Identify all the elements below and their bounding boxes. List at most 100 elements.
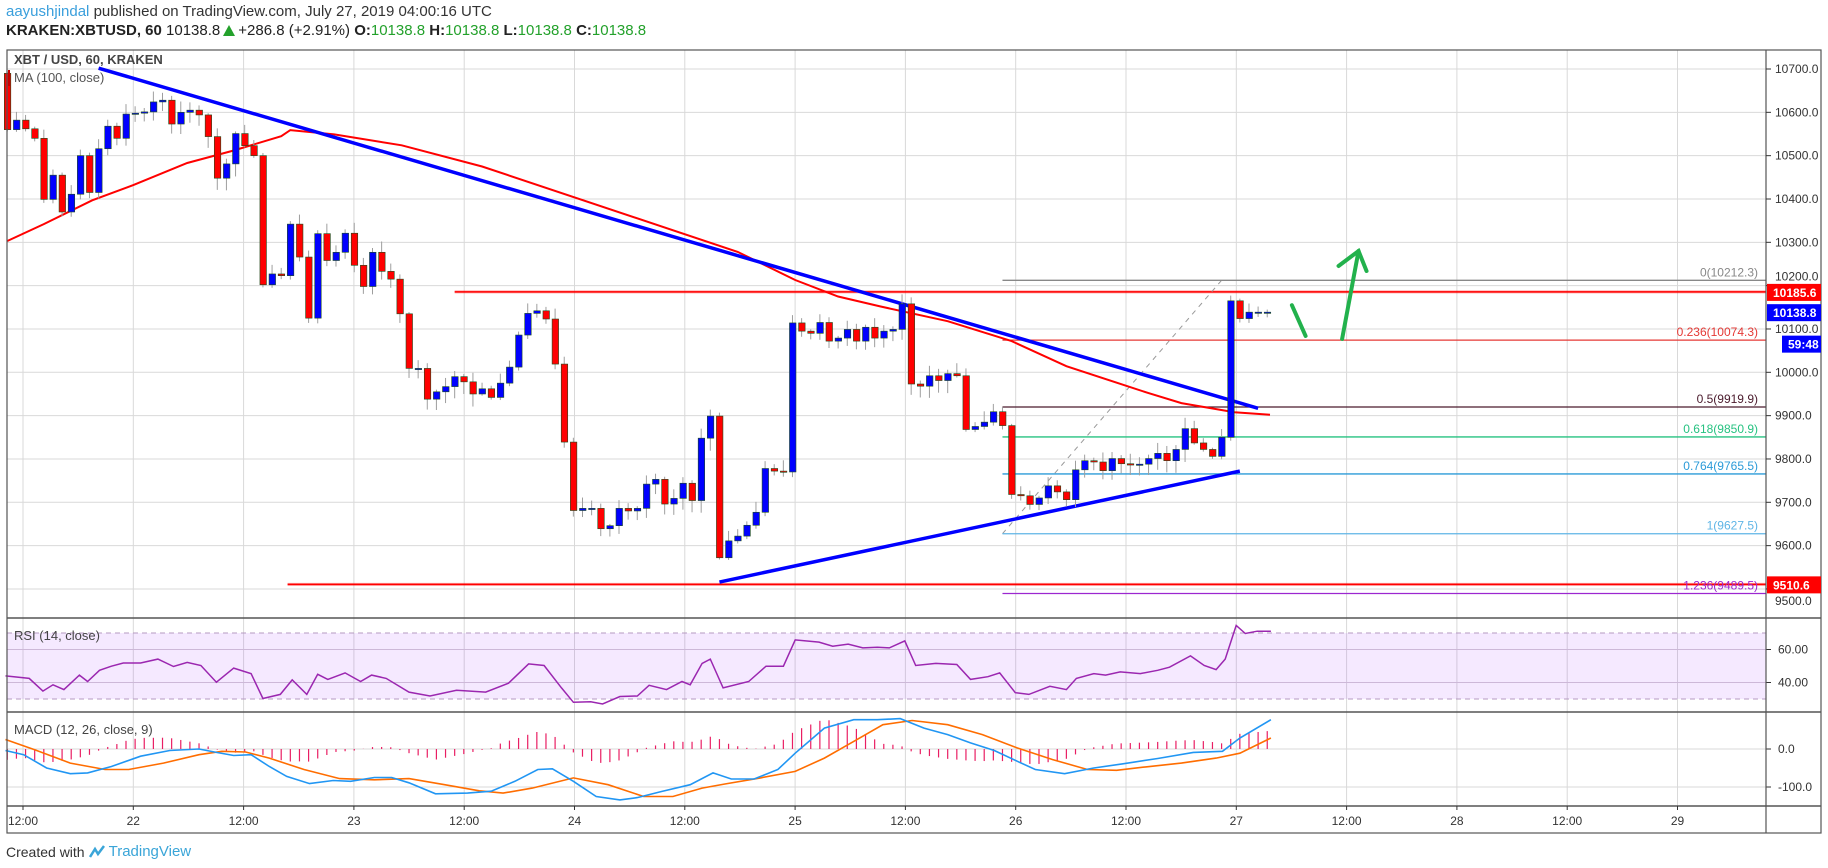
price-tag: 10138.8	[1767, 304, 1821, 322]
candle	[58, 172, 66, 217]
tradingview-link[interactable]: TradingView	[108, 843, 192, 860]
price-tag-bg	[1767, 304, 1821, 322]
candle-body	[506, 366, 514, 384]
candle-body	[1218, 437, 1226, 457]
candle-body	[259, 155, 267, 286]
low-value: 10138.8	[517, 22, 572, 39]
candle-body	[624, 508, 632, 512]
candle-body	[140, 111, 149, 114]
candle	[405, 312, 413, 378]
time-tick-label: 29	[1671, 814, 1685, 828]
candle	[1008, 423, 1016, 499]
candle-body	[853, 329, 861, 342]
time-tick-label: 22	[127, 814, 141, 828]
candle-body	[1190, 428, 1198, 444]
candle	[241, 124, 249, 148]
candle-body	[314, 233, 322, 319]
symbol-info: KRAKEN:XBTUSD, 60 10138.8 +286.8 (+2.91%)…	[6, 22, 646, 39]
candle-body	[1108, 458, 1116, 471]
candle	[990, 403, 998, 426]
candle	[825, 317, 833, 349]
fib-level-label: 0.764(9765.5)	[1683, 459, 1758, 473]
candle	[1063, 489, 1071, 507]
ma100-line	[6, 129, 1271, 416]
countdown-tag: 59:48	[1782, 335, 1821, 353]
last-price: 10138.8	[166, 22, 221, 39]
candle-body	[277, 273, 286, 276]
chart-title: XBT / USD, 60, KRAKEN	[14, 52, 163, 67]
candle	[935, 368, 943, 393]
candle-body	[232, 133, 240, 165]
candle-body	[186, 109, 194, 113]
price-tag-label: 59:48	[1788, 338, 1819, 352]
up-arrow-icon	[1340, 248, 1361, 341]
candle-body	[871, 326, 879, 339]
candle-body	[962, 375, 970, 430]
candle-body	[670, 498, 678, 505]
candle-body	[177, 112, 185, 125]
candle-body	[716, 415, 724, 559]
candle	[433, 389, 441, 411]
candle-body	[1126, 463, 1135, 466]
candle	[570, 437, 578, 517]
candle-body	[1008, 425, 1016, 495]
candle	[807, 329, 815, 340]
price-tag-label: 9510.6	[1773, 578, 1810, 592]
candle-body	[1099, 461, 1107, 471]
candle-body	[999, 411, 1007, 426]
time-tick-label: 12:00	[1332, 814, 1362, 828]
candle	[332, 245, 340, 267]
candle	[1254, 306, 1262, 317]
candle	[1099, 452, 1107, 480]
candle-body	[1254, 311, 1262, 314]
candle	[588, 500, 596, 516]
price-tick-label: 9800.0	[1775, 452, 1812, 466]
candle-body	[743, 524, 751, 537]
candle	[1044, 477, 1052, 505]
candle	[624, 503, 632, 520]
candle-body	[1227, 300, 1235, 438]
footer: Created with TradingView	[6, 843, 191, 860]
candle-body	[323, 233, 331, 261]
candle	[1108, 452, 1116, 480]
candle	[277, 267, 286, 280]
candle	[323, 223, 331, 267]
macd-panel: 0.0 -100.0 MACD (12, 26, close, 9)	[5, 717, 1812, 801]
candle-body	[223, 163, 231, 179]
candle-body	[159, 99, 167, 103]
candle-body	[405, 313, 413, 369]
candle	[1181, 417, 1189, 463]
candle-body	[643, 483, 651, 509]
ma-legend: MA (100, close)	[14, 70, 104, 85]
close-label: C:	[576, 22, 592, 39]
time-tick-label: 24	[568, 814, 582, 828]
candle	[1200, 438, 1208, 452]
author-link[interactable]: aayushjindal	[6, 3, 90, 20]
candle-body	[204, 114, 212, 137]
candle-body	[707, 415, 715, 439]
candle	[1126, 453, 1135, 476]
candle-body	[524, 313, 532, 336]
candle	[268, 264, 276, 288]
candle-body	[122, 113, 130, 139]
candle	[1035, 495, 1043, 511]
candle	[360, 257, 368, 294]
candle	[999, 406, 1007, 430]
candle	[1172, 445, 1180, 473]
candle	[1218, 429, 1226, 460]
candle-body	[451, 376, 459, 387]
candle	[414, 360, 422, 379]
candle-body	[542, 310, 550, 320]
candle-body	[414, 368, 422, 370]
candle	[1227, 295, 1235, 441]
candle	[423, 363, 432, 410]
candle	[341, 229, 349, 259]
candle	[442, 377, 450, 404]
candle	[186, 102, 194, 123]
candle-body	[1209, 449, 1217, 457]
candle	[670, 489, 678, 515]
chart-frame	[6, 49, 1822, 834]
candle	[980, 411, 989, 430]
candle-body	[250, 145, 258, 156]
